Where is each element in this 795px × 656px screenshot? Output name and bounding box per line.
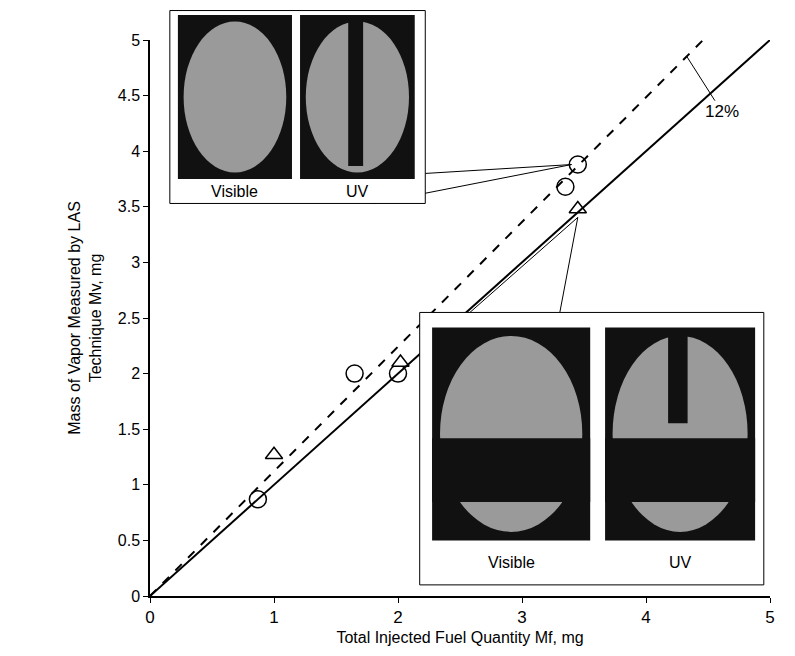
svg-text:2: 2 bbox=[131, 365, 140, 382]
svg-text:2.5: 2.5 bbox=[118, 310, 140, 327]
svg-text:Total Injected Fuel Quantity M: Total Injected Fuel Quantity Mf, mg bbox=[336, 629, 583, 646]
svg-text:3: 3 bbox=[517, 608, 526, 627]
svg-text:4: 4 bbox=[641, 608, 650, 627]
svg-text:4: 4 bbox=[131, 143, 140, 160]
svg-text:Visible: Visible bbox=[488, 554, 535, 571]
svg-text:1: 1 bbox=[131, 476, 140, 493]
svg-text:1: 1 bbox=[269, 608, 278, 627]
svg-text:0.5: 0.5 bbox=[118, 532, 140, 549]
svg-text:UV: UV bbox=[669, 554, 692, 571]
svg-text:5: 5 bbox=[131, 32, 140, 49]
svg-text:3: 3 bbox=[131, 254, 140, 271]
svg-text:Mass of Vapor Measured by LAST: Mass of Vapor Measured by LASTechnique M… bbox=[66, 201, 104, 435]
svg-text:1.5: 1.5 bbox=[118, 421, 140, 438]
svg-text:Visible: Visible bbox=[211, 183, 258, 200]
svg-text:5: 5 bbox=[765, 608, 774, 627]
svg-text:UV: UV bbox=[346, 183, 369, 200]
svg-text:2: 2 bbox=[393, 608, 402, 627]
svg-text:0: 0 bbox=[145, 608, 154, 627]
svg-text:4.5: 4.5 bbox=[118, 87, 140, 104]
svg-text:0: 0 bbox=[131, 588, 140, 605]
svg-text:12%: 12% bbox=[705, 102, 739, 121]
svg-text:3.5: 3.5 bbox=[118, 198, 140, 215]
